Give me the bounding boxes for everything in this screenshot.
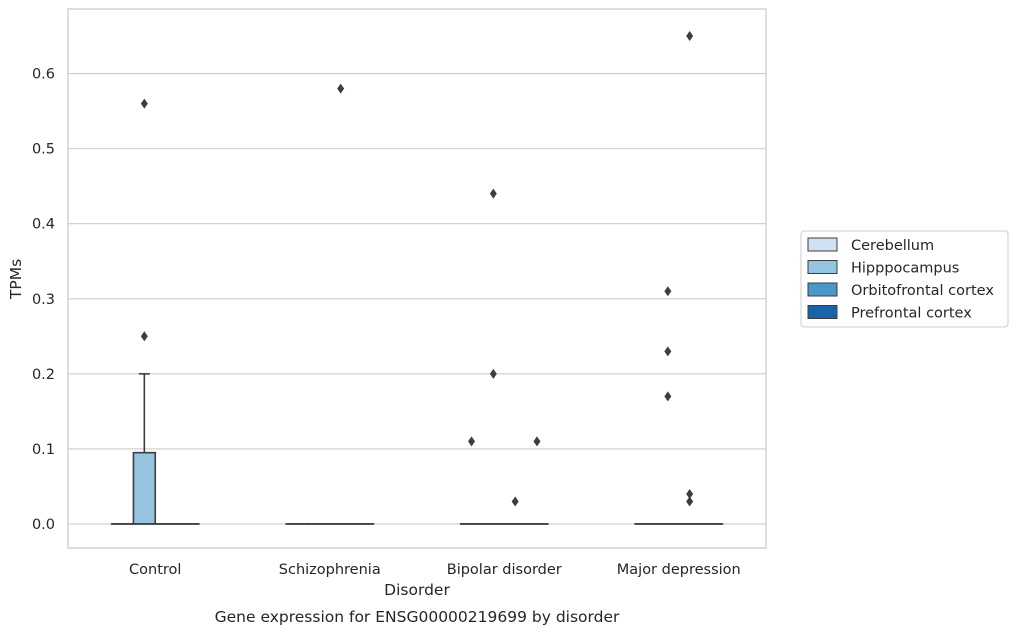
box-hipppocampus [132, 373, 157, 525]
legend-swatch [807, 260, 838, 274]
box-series [110, 373, 724, 525]
grid-lines [68, 73, 766, 525]
y-tick-label: 0.1 [32, 442, 55, 458]
plot-frame [67, 8, 767, 549]
y-tick-label: 0.6 [32, 67, 55, 83]
legend-label: Hipppocampus [851, 261, 959, 277]
x-axis-title: Disorder [384, 581, 450, 599]
outlier-point [489, 188, 497, 199]
outlier-point [337, 83, 345, 94]
x-tick-label: Major depression [617, 562, 741, 578]
legend-swatch [807, 282, 838, 297]
y-tick-label: 0.2 [32, 367, 55, 383]
x-tick-label: Control [129, 562, 181, 578]
legend-label: Prefrontal cortex [851, 306, 972, 322]
outlier-point [664, 346, 672, 357]
box-rect [132, 451, 157, 525]
outlier-point [686, 488, 694, 499]
y-tick-label: 0.4 [32, 217, 55, 233]
y-axis-ticks: 0.0 0.1 0.2 0.3 0.4 0.5 0.6 [32, 67, 55, 533]
plot-area-frame [67, 8, 767, 549]
x-axis-ticks: Control Schizophrenia Bipolar disorder Majo… [129, 562, 741, 578]
outlier-point [664, 391, 672, 402]
y-tick-label: 0.3 [32, 292, 55, 308]
y-tick-label: 0.0 [32, 517, 55, 533]
outlier-point [140, 331, 148, 342]
outlier-point [533, 436, 541, 447]
outlier-point [468, 436, 476, 447]
outlier-point [140, 98, 148, 109]
outlier-points [140, 31, 694, 507]
legend-swatch [807, 305, 838, 319]
legend: Cerebellum Hipppocampus Orbitofrontal cort… [800, 230, 1009, 328]
x-tick-label: Bipolar disorder [447, 562, 562, 578]
outlier-point [489, 368, 497, 379]
legend-swatch [807, 237, 838, 252]
chart-caption: Gene expression for ENSG00000219699 by d… [215, 608, 620, 626]
outlier-point [686, 496, 694, 507]
x-tick-label: Schizophrenia [279, 562, 381, 578]
legend-label: Cerebellum [851, 238, 934, 254]
outlier-point [664, 286, 672, 297]
y-tick-label: 0.5 [32, 142, 55, 158]
outlier-point [686, 31, 694, 42]
outlier-point [511, 496, 519, 507]
y-axis-title: TPMs [7, 259, 25, 300]
legend-box [800, 230, 1009, 328]
legend-label: Orbitofrontal cortex [851, 283, 994, 299]
